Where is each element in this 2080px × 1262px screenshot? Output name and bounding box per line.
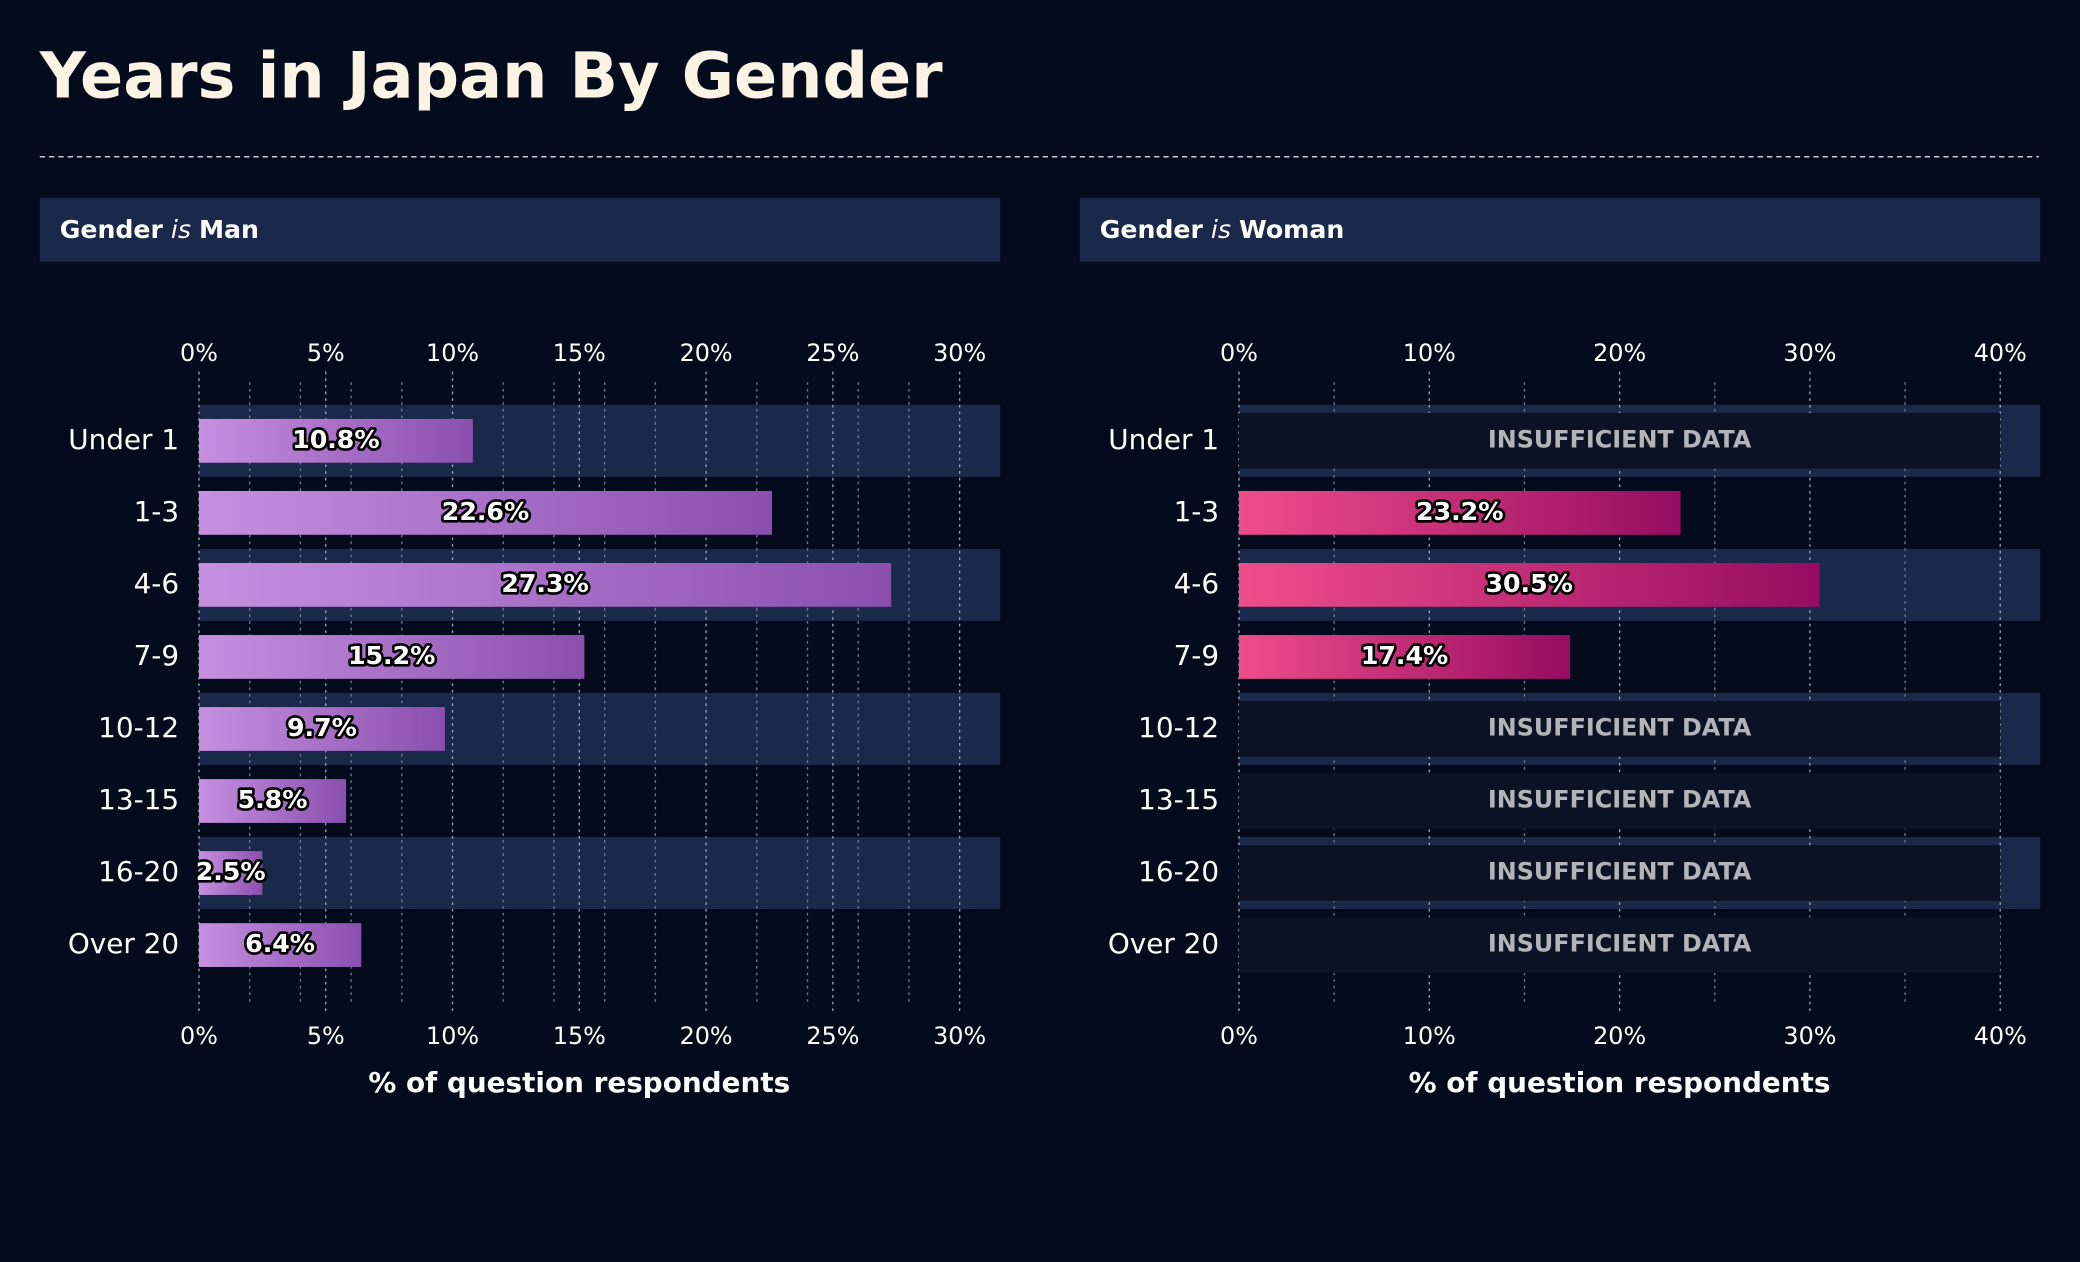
insufficient-data-box: [1238, 917, 2001, 973]
value-label: 15.2%: [348, 641, 435, 670]
category-label: 13-15: [98, 783, 179, 816]
x-tick-label-bottom: 0%: [1220, 1022, 1258, 1050]
bar: [1238, 563, 1820, 607]
category-label: 16-20: [98, 855, 179, 888]
facet-field: Gender: [60, 215, 164, 244]
category-label: 4-6: [1174, 567, 1219, 600]
x-tick-label-bottom: 30%: [933, 1022, 986, 1050]
category-label: 1-3: [134, 495, 179, 528]
x-axis-title: % of question respondents: [1409, 1066, 1831, 1099]
category-label: Under 1: [1108, 423, 1219, 456]
category-label: 13-15: [1138, 783, 1219, 816]
category-label: 7-9: [134, 639, 179, 672]
bar: [198, 490, 773, 535]
facet-header: [1079, 197, 2041, 262]
x-tick-label-top: 10%: [426, 339, 479, 367]
x-tick-label-bottom: 25%: [806, 1022, 859, 1050]
x-tick-label-top: 15%: [553, 339, 606, 367]
category-label: Over 20: [68, 927, 179, 960]
category-label: 4-6: [134, 567, 179, 600]
x-tick-label-top: 5%: [307, 339, 345, 367]
bar: [198, 563, 892, 607]
x-tick-label-bottom: 15%: [553, 1022, 606, 1050]
category-label: 10-12: [1138, 711, 1219, 744]
value-label: 6.4%: [245, 929, 315, 958]
x-tick-label-top: 30%: [933, 339, 986, 367]
insufficient-data-label: INSUFFICIENT DATA: [1488, 713, 1752, 741]
value-label: 27.3%: [501, 569, 588, 598]
x-tick-label-bottom: 10%: [426, 1022, 479, 1050]
value-label: 9.7%: [287, 713, 357, 742]
value-label: 10.8%: [292, 425, 379, 454]
x-tick-label-bottom: 30%: [1783, 1022, 1836, 1050]
bar: [1238, 635, 1571, 679]
x-tick-label-top: 10%: [1403, 339, 1456, 367]
bar: [198, 923, 362, 967]
insufficient-data-box: [1238, 412, 2001, 469]
x-tick-label-top: 25%: [806, 339, 859, 367]
category-label: 7-9: [1174, 639, 1219, 672]
page-title: Years in Japan By Gender: [39, 39, 943, 113]
facet-header: [39, 197, 1001, 262]
insufficient-data-label: INSUFFICIENT DATA: [1488, 858, 1752, 886]
value-label: 5.8%: [238, 785, 308, 814]
bar: [198, 851, 263, 895]
facet-operator: is: [171, 215, 191, 244]
bar: [198, 418, 473, 463]
insufficient-data-box: [1238, 845, 2001, 901]
value-label: 23.2%: [1416, 497, 1503, 526]
x-tick-label-top: 40%: [1974, 339, 2027, 367]
category-label: Under 1: [68, 423, 179, 456]
facet-field: Gender: [1100, 215, 1204, 244]
value-label: 2.5%: [196, 857, 266, 886]
row-band: [198, 837, 1001, 910]
insufficient-data-label: INSUFFICIENT DATA: [1488, 930, 1752, 958]
category-label: Over 20: [1108, 927, 1219, 960]
x-tick-label-top: 0%: [1220, 339, 1258, 367]
category-label: 1-3: [1174, 495, 1219, 528]
x-tick-label-top: 0%: [180, 339, 218, 367]
insufficient-data-label: INSUFFICIENT DATA: [1488, 785, 1752, 813]
bar: [198, 635, 585, 679]
x-tick-label-bottom: 20%: [1593, 1022, 1646, 1050]
bar: [198, 779, 347, 823]
facet-label: Gender is Man: [60, 215, 259, 244]
x-tick-label-top: 20%: [1593, 339, 1646, 367]
x-tick-label-bottom: 10%: [1403, 1022, 1456, 1050]
x-tick-label-top: 20%: [680, 339, 733, 367]
insufficient-data-box: [1238, 701, 2001, 757]
facet-value: Man: [199, 215, 259, 244]
insufficient-data-label: INSUFFICIENT DATA: [1488, 425, 1752, 453]
x-tick-label-top: 30%: [1783, 339, 1836, 367]
facet-value: Woman: [1239, 215, 1344, 244]
x-tick-label-bottom: 40%: [1974, 1022, 2027, 1050]
x-axis-title: % of question respondents: [368, 1066, 790, 1099]
value-label: 22.6%: [442, 497, 529, 526]
category-label: 16-20: [1138, 855, 1219, 888]
x-tick-label-bottom: 5%: [307, 1022, 345, 1050]
facet-operator: is: [1211, 215, 1231, 244]
insufficient-data-box: [1238, 773, 2001, 829]
x-tick-label-bottom: 0%: [180, 1022, 218, 1050]
bar: [1238, 490, 1681, 535]
bar: [198, 707, 445, 751]
x-tick-label-bottom: 20%: [680, 1022, 733, 1050]
value-label: 17.4%: [1361, 641, 1448, 670]
category-label: 10-12: [98, 711, 179, 744]
value-label: 30.5%: [1486, 569, 1573, 598]
facet-label: Gender is Woman: [1100, 215, 1345, 244]
